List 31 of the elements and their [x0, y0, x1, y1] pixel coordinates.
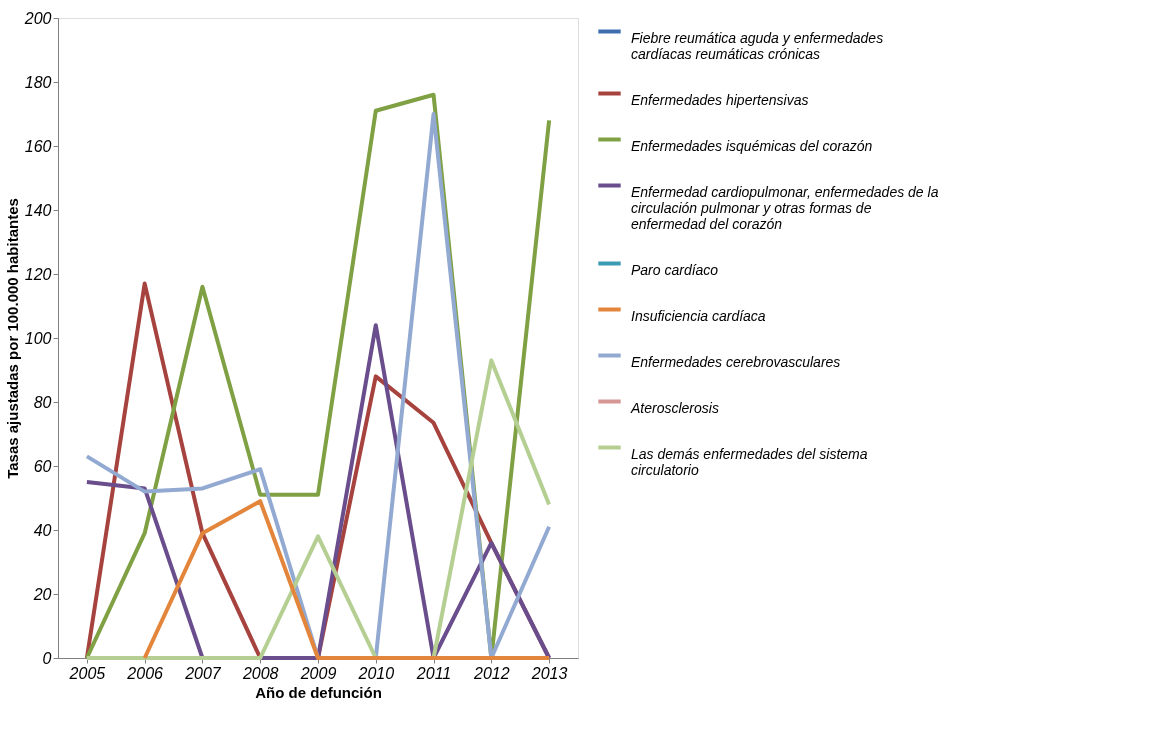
x-tick-label: 2009 [299, 664, 337, 682]
y-tick-label: 180 [24, 73, 52, 91]
legend-label: Enfermedad cardiopulmonar, enfermedades de la circulación pulmonar y otras formas de enfermedad del corazón [631, 183, 939, 232]
x-tick-label: 2012 [473, 664, 510, 682]
x-tick-label: 2007 [184, 664, 222, 682]
y-tick-label: 0 [42, 649, 52, 667]
y-tick-label: 40 [33, 521, 52, 539]
y-tick-label: 20 [32, 585, 52, 603]
legend-label: Fiebre reumática aguda y enfermedades cardíacas reumáticas crónicas [631, 29, 884, 62]
y-tick-label: 60 [33, 457, 52, 475]
y-tick-label: 120 [24, 265, 52, 283]
y-tick-label: 200 [23, 9, 52, 27]
x-axis-title: Año de defunción [255, 683, 382, 701]
legend-label: Aterosclerosis [630, 399, 719, 416]
y-tick-label: 80 [33, 393, 52, 411]
x-tick-label: 2008 [241, 664, 279, 682]
y-tick-label: 100 [24, 329, 52, 347]
legend-label: Insuficiencia cardíaca [631, 307, 766, 324]
x-tick-label: 2013 [530, 664, 568, 682]
legend-label: Enfermedades cerebrovasculares [631, 353, 841, 370]
legend-label: Paro cardíaco [631, 261, 719, 278]
x-tick-label: 2011 [415, 664, 452, 682]
x-tick-label: 2006 [126, 664, 164, 682]
legend-label: Enfermedades isquémicas del corazón [631, 137, 873, 154]
y-axis-title: Tasas ajustadas por 100.000 habitantes [3, 198, 21, 479]
y-tick-label: 140 [24, 201, 52, 219]
legend-label: Las demás enfermedades del sistema circulatorio [631, 445, 868, 478]
legend-label: Enfermedades hipertensivas [631, 91, 809, 108]
x-tick-label: 2010 [357, 664, 395, 682]
x-tick-label: 2005 [68, 664, 106, 682]
y-tick-label: 160 [24, 137, 52, 155]
